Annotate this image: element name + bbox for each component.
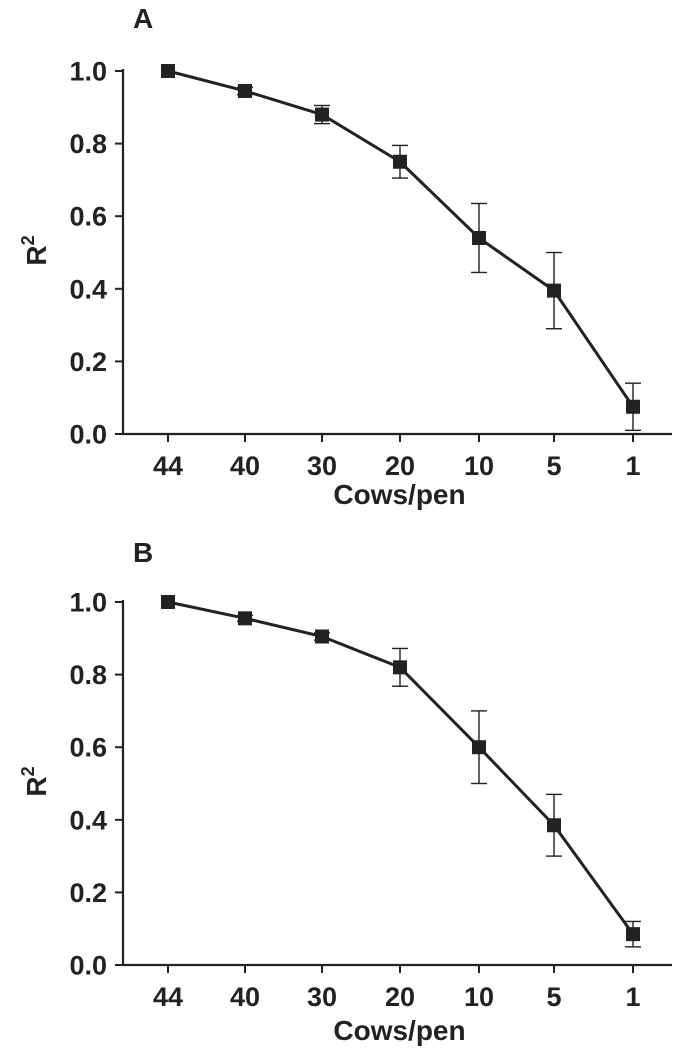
x-tick-label: 40 — [230, 451, 260, 481]
data-point — [161, 595, 175, 609]
data-point — [472, 740, 486, 755]
y-axis-title: R2 — [18, 235, 52, 265]
x-axis-title: Cows/pen — [333, 479, 465, 510]
y-tick-label: 0.2 — [69, 347, 107, 377]
x-tick-label: 44 — [153, 982, 183, 1012]
y-tick-label: 0.8 — [69, 129, 107, 159]
x-tick-label: 20 — [385, 451, 415, 481]
y-tick-label: 1.0 — [69, 588, 107, 618]
panel-a: A 0.0 0.2 0.4 0.6 0.8 1.0 44 40 30 20 10 5 1 Cows/pen R… — [18, 3, 672, 510]
x-tick-label: 5 — [546, 982, 561, 1012]
x-tick-label: 10 — [464, 982, 494, 1012]
y-tick-label: 0.4 — [69, 274, 107, 304]
y-tick-label: 0.8 — [69, 660, 107, 690]
data-point — [238, 611, 252, 626]
data-point — [315, 107, 329, 122]
panel-label: A — [133, 3, 153, 34]
x-tick-label: 1 — [625, 982, 640, 1012]
series-line — [167, 69, 635, 408]
data-point — [393, 154, 407, 169]
x-tick-label: 40 — [230, 982, 260, 1012]
y-tick-label: 0.0 — [69, 420, 107, 450]
panel-label: B — [133, 537, 153, 568]
y-tick-label: 0.2 — [69, 878, 107, 908]
x-tick-label: 5 — [546, 451, 561, 481]
data-point — [161, 64, 175, 78]
data-point — [238, 83, 252, 98]
y-axis-title-superscript: 2 — [18, 766, 38, 776]
y-axis-title: R2 — [18, 766, 52, 796]
x-tick-label: 1 — [625, 451, 640, 481]
x-tick-label: 44 — [153, 451, 183, 481]
panel-b: B 0.0 0.2 0.4 0.6 0.8 1.0 44 40 30 20 10 5 1 Cows/pen R… — [18, 537, 672, 1046]
x-tick-label: 10 — [464, 451, 494, 481]
data-point — [547, 283, 561, 298]
y-tick-label: 1.0 — [69, 57, 107, 87]
x-tick-label: 30 — [307, 982, 337, 1012]
y-tick-label: 0.6 — [69, 733, 107, 763]
x-tick-label: 20 — [385, 982, 415, 1012]
y-axis-title-superscript: 2 — [18, 235, 38, 245]
y-tick-label: 0.0 — [69, 951, 107, 981]
data-point — [626, 927, 640, 942]
x-axis-title: Cows/pen — [333, 1015, 465, 1046]
y-axis-title-base: R — [21, 776, 52, 796]
data-point — [393, 660, 407, 675]
x-tick-label: 30 — [307, 451, 337, 481]
data-point — [547, 818, 561, 833]
y-axis-title-base: R — [21, 245, 52, 265]
y-tick-label: 0.6 — [69, 202, 107, 232]
data-point — [626, 399, 640, 414]
data-point — [472, 230, 486, 245]
data-point — [315, 629, 329, 644]
y-tick-label: 0.4 — [69, 805, 107, 835]
